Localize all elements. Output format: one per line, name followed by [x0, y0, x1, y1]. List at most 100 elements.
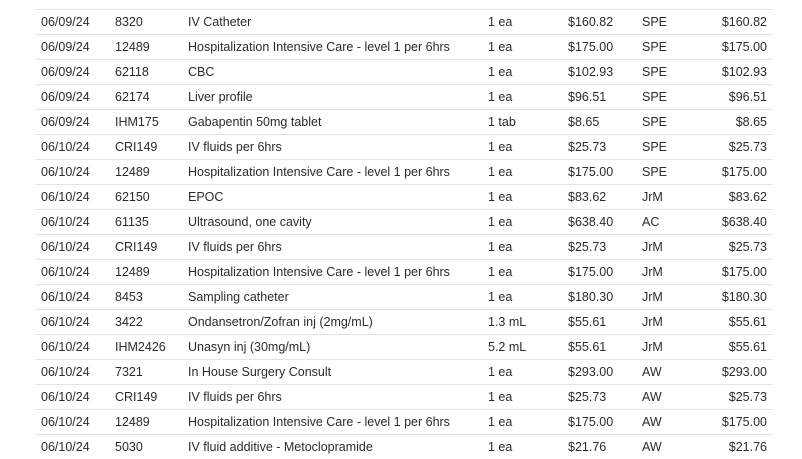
- total-cell: $55.61: [728, 315, 767, 329]
- quantity-cell: 1 ea: [488, 240, 513, 254]
- quantity-cell: 1 ea: [488, 90, 513, 104]
- total-cell: $96.51: [728, 90, 767, 104]
- staff-cell: AW: [642, 415, 662, 429]
- code-cell: CRI149: [115, 140, 158, 154]
- date-cell: 06/10/24: [41, 140, 90, 154]
- price-cell: $180.30: [568, 290, 614, 304]
- table-row: 06/10/24 CRI149 IV fluids per 6hrs 1 ea $25.…: [36, 234, 772, 259]
- table-row: 06/10/24 61135 Ultrasound, one cavity 1 ea $…: [36, 209, 772, 234]
- table-row: 06/10/24 12489 Hospitalization Intensive C…: [36, 159, 772, 184]
- description-cell: In House Surgery Consult: [188, 365, 332, 379]
- code-cell: CRI149: [115, 240, 158, 254]
- quantity-cell: 1 ea: [488, 415, 513, 429]
- price-cell: $102.93: [568, 65, 614, 79]
- price-cell: $175.00: [568, 415, 614, 429]
- code-cell: 12489: [115, 40, 150, 54]
- quantity-cell: 1 ea: [488, 390, 513, 404]
- table-row: 06/10/24 12489 Hospitalization Intensive C…: [36, 409, 772, 434]
- total-cell: $8.65: [735, 115, 767, 129]
- code-cell: 8320: [115, 15, 143, 29]
- description-cell: Hospitalization Intensive Care - level 1…: [188, 165, 450, 179]
- table-row: 06/10/24 IHM2426 Unasyn inj (30mg/mL) 5.2 m…: [36, 334, 772, 359]
- quantity-cell: 1 ea: [488, 190, 513, 204]
- staff-cell: JrM: [642, 240, 663, 254]
- code-cell: 62118: [115, 65, 149, 79]
- date-cell: 06/09/24: [41, 90, 90, 104]
- description-cell: CBC: [188, 65, 215, 79]
- description-cell: IV fluid additive - Metoclopramide: [188, 440, 373, 454]
- code-cell: 12489: [115, 265, 150, 279]
- description-cell: Ultrasound, one cavity: [188, 215, 312, 229]
- date-cell: 06/10/24: [41, 340, 90, 354]
- quantity-cell: 1 ea: [488, 15, 513, 29]
- table-row: 06/10/24 12489 Hospitalization Intensive C…: [36, 259, 772, 284]
- code-cell: 5030: [115, 440, 143, 454]
- price-cell: $175.00: [568, 165, 614, 179]
- staff-cell: SPE: [642, 65, 668, 79]
- total-cell: $83.62: [728, 190, 767, 204]
- staff-cell: JrM: [642, 265, 663, 279]
- table-row: 06/10/24 62150 EPOC 1 ea $83.62 JrM $83.62: [36, 184, 772, 209]
- price-cell: $175.00: [568, 265, 614, 279]
- staff-cell: SPE: [642, 40, 668, 54]
- quantity-cell: 1 tab: [488, 115, 516, 129]
- description-cell: EPOC: [188, 190, 224, 204]
- quantity-cell: 1 ea: [488, 65, 513, 79]
- total-cell: $175.00: [721, 265, 767, 279]
- price-cell: $96.51: [568, 90, 607, 104]
- description-cell: Sampling catheter: [188, 290, 289, 304]
- price-cell: $25.73: [568, 390, 607, 404]
- description-cell: Liver profile: [188, 90, 253, 104]
- date-cell: 06/10/24: [41, 415, 90, 429]
- date-cell: 06/10/24: [41, 240, 90, 254]
- price-cell: $160.82: [568, 15, 614, 29]
- description-cell: Gabapentin 50mg tablet: [188, 115, 322, 129]
- table-row: 06/10/24 8453 Sampling catheter 1 ea $180.30…: [36, 284, 772, 309]
- table-row: 06/09/24 62174 Liver profile 1 ea $96.51 SPE $…: [36, 84, 772, 109]
- date-cell: 06/10/24: [41, 265, 90, 279]
- code-cell: 12489: [115, 165, 150, 179]
- total-cell: $25.73: [728, 240, 767, 254]
- price-cell: $55.61: [568, 340, 607, 354]
- date-cell: 06/10/24: [41, 290, 90, 304]
- price-cell: $8.65: [568, 115, 600, 129]
- code-cell: 8453: [115, 290, 143, 304]
- quantity-cell: 1 ea: [488, 290, 513, 304]
- table-row: 06/09/24 12489 Hospitalization Intensive C…: [36, 34, 772, 59]
- code-cell: 7321: [115, 365, 143, 379]
- total-cell: $25.73: [728, 140, 767, 154]
- table-row: 06/10/24 5030 IV fluid additive - Metoclop…: [36, 434, 772, 459]
- date-cell: 06/10/24: [41, 165, 90, 179]
- staff-cell: SPE: [642, 140, 668, 154]
- date-cell: 06/09/24: [41, 40, 90, 54]
- table-row: 06/10/24 3422 Ondansetron/Zofran inj (2mg/…: [36, 309, 772, 334]
- quantity-cell: 1 ea: [488, 365, 513, 379]
- total-cell: $102.93: [721, 65, 767, 79]
- date-cell: 06/10/24: [41, 315, 90, 329]
- code-cell: CRI149: [115, 390, 158, 404]
- quantity-cell: 5.2 mL: [488, 340, 527, 354]
- table-row: 06/10/24 7321 In House Surgery Consult 1 ea…: [36, 359, 772, 384]
- date-cell: 06/10/24: [41, 365, 90, 379]
- staff-cell: JrM: [642, 340, 663, 354]
- table-row: 06/09/24 62118 CBC 1 ea $102.93 SPE $102.93: [36, 59, 772, 84]
- total-cell: $175.00: [721, 415, 767, 429]
- staff-cell: JrM: [642, 290, 663, 304]
- description-cell: IV Catheter: [188, 15, 252, 29]
- description-cell: Unasyn inj (30mg/mL): [188, 340, 311, 354]
- quantity-cell: 1 ea: [488, 265, 513, 279]
- table-row: 06/09/24 8320 IV Catheter 1 ea $160.82 SPE $16…: [36, 9, 772, 34]
- code-cell: 3422: [115, 315, 143, 329]
- invoice-table: 06/09/24 8320 IV Catheter 1 ea $160.82 SPE $16…: [36, 9, 772, 459]
- date-cell: 06/10/24: [41, 440, 90, 454]
- quantity-cell: 1 ea: [488, 165, 513, 179]
- price-cell: $175.00: [568, 40, 614, 54]
- code-cell: 12489: [115, 415, 150, 429]
- price-cell: $638.40: [568, 215, 614, 229]
- total-cell: $293.00: [721, 365, 767, 379]
- quantity-cell: 1 ea: [488, 215, 513, 229]
- description-cell: Ondansetron/Zofran inj (2mg/mL): [188, 315, 373, 329]
- date-cell: 06/09/24: [41, 65, 90, 79]
- date-cell: 06/10/24: [41, 190, 90, 204]
- staff-cell: SPE: [642, 165, 668, 179]
